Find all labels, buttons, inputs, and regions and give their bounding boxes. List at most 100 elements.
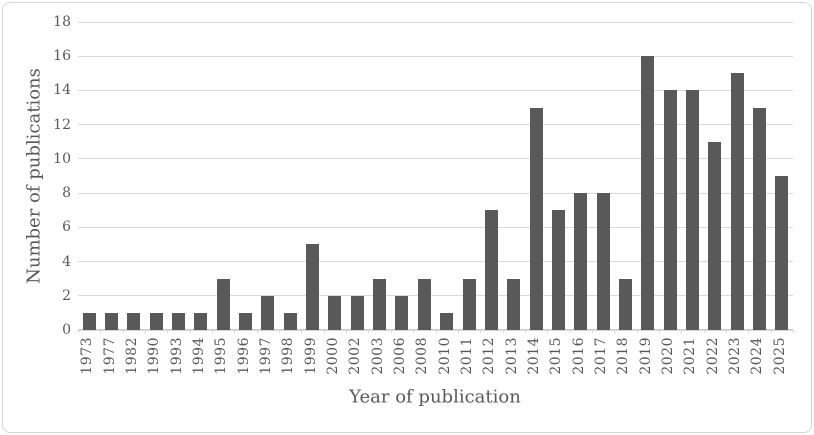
x-axis-tick xyxy=(212,330,214,333)
y-tick-label-8: 8 xyxy=(62,185,71,202)
x-axis-tick xyxy=(346,330,348,333)
bar-2018 xyxy=(618,278,632,330)
x-tick-label-1973: 1973 xyxy=(79,337,96,375)
x-axis-tick xyxy=(636,330,638,333)
x-axis-tick xyxy=(524,330,526,333)
x-tick-label-2017: 2017 xyxy=(593,337,610,375)
x-tick-label-2022: 2022 xyxy=(704,337,721,375)
x-tick-label-2021: 2021 xyxy=(682,337,699,375)
y-tick-label-2: 2 xyxy=(62,287,71,304)
x-axis-tick xyxy=(658,330,660,333)
bar-2006 xyxy=(395,295,409,330)
x-axis-tick xyxy=(435,330,437,333)
x-tick-label-2025: 2025 xyxy=(771,337,788,375)
bar-1999 xyxy=(306,244,320,330)
x-tick-label-1993: 1993 xyxy=(168,337,185,375)
gridline-y-16 xyxy=(78,55,793,57)
bar-2002 xyxy=(350,295,364,330)
x-tick-label-1977: 1977 xyxy=(101,337,118,375)
x-axis-tick xyxy=(167,330,169,333)
x-tick-label-2013: 2013 xyxy=(503,337,520,375)
bar-2000 xyxy=(328,295,342,330)
y-tick-label-4: 4 xyxy=(62,253,71,270)
x-tick-label-2006: 2006 xyxy=(391,337,408,375)
x-tick-label-2020: 2020 xyxy=(660,337,677,375)
bar-1982 xyxy=(127,312,141,330)
gridline-y-14 xyxy=(78,89,793,91)
x-axis-tick xyxy=(323,330,325,333)
x-tick-label-2012: 2012 xyxy=(481,337,498,375)
bar-1996 xyxy=(239,312,253,330)
x-axis-tick xyxy=(301,330,303,333)
gridline-y-12 xyxy=(78,124,793,126)
x-tick-label-2011: 2011 xyxy=(459,337,476,375)
x-axis-tick xyxy=(703,330,705,333)
gridline-y-2 xyxy=(78,295,793,297)
gridline-y-8 xyxy=(78,192,793,194)
x-axis-tick xyxy=(793,330,794,333)
y-tick-label-0: 0 xyxy=(62,322,71,338)
x-axis-tick xyxy=(100,330,102,333)
x-tick-label-1990: 1990 xyxy=(146,337,163,375)
x-axis-tick xyxy=(480,330,482,333)
x-axis-tick xyxy=(78,330,79,333)
y-tick-label-16: 16 xyxy=(53,48,71,65)
x-axis-tick xyxy=(681,330,683,333)
bar-2022 xyxy=(708,141,722,330)
bar-1995 xyxy=(216,278,230,330)
x-tick-label-2003: 2003 xyxy=(369,337,386,375)
bar-2021 xyxy=(685,90,699,330)
x-tick-label-1998: 1998 xyxy=(280,337,297,375)
bar-2017 xyxy=(596,193,610,330)
x-tick-label-1995: 1995 xyxy=(213,337,230,375)
bar-1973 xyxy=(82,312,96,330)
bar-2010 xyxy=(440,312,454,330)
x-tick-label-1999: 1999 xyxy=(302,337,319,375)
y-tick-label-14: 14 xyxy=(53,82,71,99)
x-tick-label-2016: 2016 xyxy=(570,337,587,375)
bar-2023 xyxy=(730,73,744,330)
x-axis-line xyxy=(78,329,793,330)
bar-1994 xyxy=(194,312,208,330)
bar-2014 xyxy=(529,107,543,330)
bar-1997 xyxy=(261,295,275,330)
x-axis-tick-labels: 1973 1977 1982 1990 1993 1994 1995 1996 1997 1998… xyxy=(78,335,793,379)
bar-2008 xyxy=(417,278,431,330)
y-tick-label-12: 12 xyxy=(53,116,71,133)
bar-2025 xyxy=(775,176,789,330)
x-axis-tick xyxy=(748,330,750,333)
x-tick-label-2002: 2002 xyxy=(347,337,364,375)
x-axis-tick xyxy=(256,330,258,333)
x-axis-tick xyxy=(122,330,124,333)
x-axis-tick xyxy=(413,330,415,333)
bar-2003 xyxy=(373,278,387,330)
x-axis-tick xyxy=(189,330,191,333)
bar-1977 xyxy=(105,312,119,330)
bar-2013 xyxy=(507,278,521,330)
x-axis-tick xyxy=(502,330,504,333)
bar-2011 xyxy=(462,278,476,330)
y-tick-label-10: 10 xyxy=(53,150,71,167)
bar-2015 xyxy=(551,210,565,330)
bar-2024 xyxy=(752,107,766,330)
gridline-y-10 xyxy=(78,158,793,160)
x-tick-label-2010: 2010 xyxy=(436,337,453,375)
x-axis-tick xyxy=(547,330,549,333)
bar-1993 xyxy=(172,312,186,330)
x-axis-title: Year of publication xyxy=(349,386,521,408)
x-tick-label-2023: 2023 xyxy=(727,337,744,375)
x-axis-tick xyxy=(725,330,727,333)
bar-2016 xyxy=(574,193,588,330)
bar-1998 xyxy=(283,312,297,330)
x-tick-label-1996: 1996 xyxy=(235,337,252,375)
y-tick-label-18: 18 xyxy=(53,14,71,30)
x-tick-label-2015: 2015 xyxy=(548,337,565,375)
x-axis-tick xyxy=(234,330,236,333)
x-axis-tick xyxy=(279,330,281,333)
x-tick-label-2024: 2024 xyxy=(749,337,766,375)
bar-2020 xyxy=(663,90,677,330)
bar-2019 xyxy=(641,56,655,330)
x-axis-tick xyxy=(145,330,147,333)
gridline-y-4 xyxy=(78,261,793,263)
